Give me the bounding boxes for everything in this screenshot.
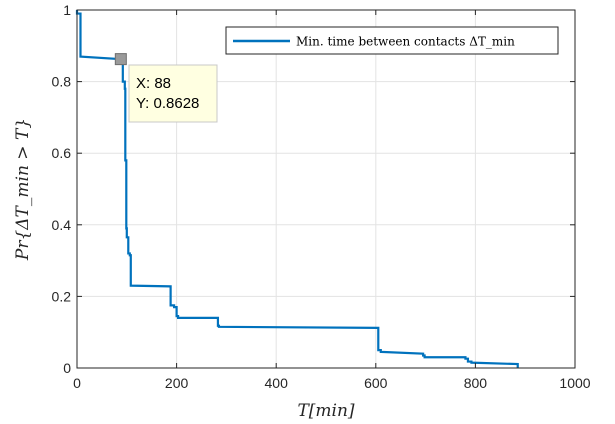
x-tick-label: 200 [165, 375, 189, 391]
datatip-box [128, 64, 218, 123]
y-axis-label: Pr{ΔT_min > T} [13, 118, 33, 261]
x-axis-label: T[min] [297, 401, 354, 421]
datatip-y-label: Y: 0.8628 [136, 95, 199, 112]
datatip-x-label: X: 88 [136, 75, 171, 92]
datatip-marker[interactable] [114, 53, 127, 66]
y-tick-label: 0.4 [52, 217, 72, 233]
datatip[interactable]: X: 88 Y: 0.8628 [114, 53, 218, 123]
gridlines [76, 9, 576, 369]
plot-area [77, 10, 575, 368]
x-tick-label: 400 [265, 375, 289, 391]
y-tick-label: 1 [63, 2, 71, 18]
x-tick-label: 1000 [559, 375, 590, 391]
y-tick-label: 0.2 [52, 288, 72, 304]
plot-frame [76, 9, 576, 369]
y-tick-label: 0.8 [52, 74, 72, 90]
axis-ticks: 0 200 400 600 800 1000 0 0.2 0.4 0.6 0.8 1 [52, 2, 591, 391]
series-line [75, 10, 519, 368]
series-layer [75, 10, 519, 368]
x-tick-label: 600 [364, 375, 388, 391]
legend[interactable]: Min. time between contacts ΔT_min [225, 26, 559, 55]
x-tick-label: 0 [73, 375, 81, 391]
legend-label: Min. time between contacts ΔT_min [296, 35, 515, 49]
y-tick-label: 0.6 [52, 145, 72, 161]
y-tick-label: 0 [63, 360, 71, 376]
x-tick-label: 800 [464, 375, 488, 391]
